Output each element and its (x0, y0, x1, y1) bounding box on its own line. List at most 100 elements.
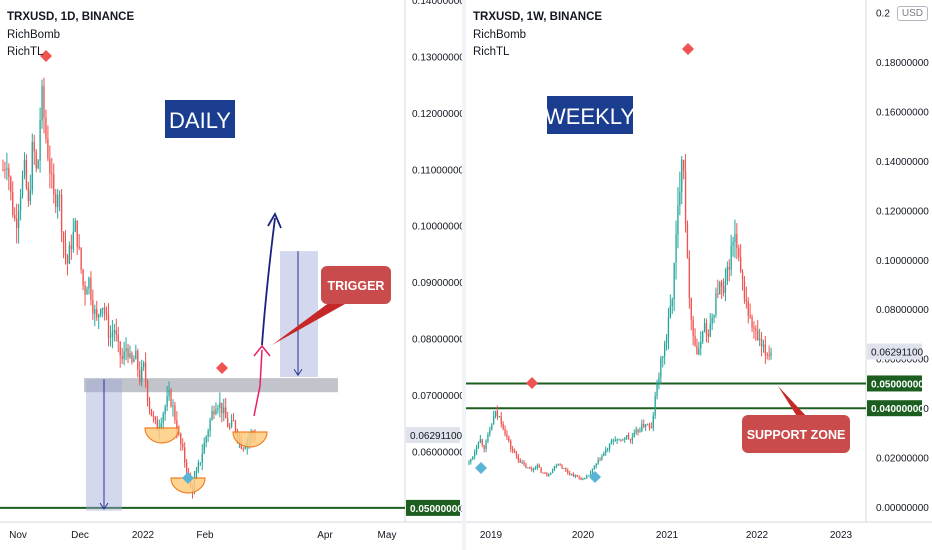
weekly-candle (603, 451, 605, 457)
weekly-candle (717, 279, 719, 299)
daily-candle (117, 326, 119, 353)
weekly-candle (757, 319, 759, 341)
daily-candle (17, 203, 20, 244)
daily-indicator-2[interactable]: RichTL (7, 46, 44, 58)
weekly-candle (646, 423, 649, 426)
daily-candle (199, 461, 201, 467)
current-price-label: 0.06291100 (410, 431, 462, 442)
daily-candle (225, 398, 227, 419)
weekly-candle (753, 321, 755, 339)
support-zone-callout-text: SUPPORT ZONE (747, 428, 846, 442)
weekly-candle (498, 416, 501, 418)
support-price-label: 0.04000000 (871, 404, 924, 415)
weekly-candle (536, 463, 539, 471)
daily-candle (37, 159, 39, 170)
daily-candle (10, 175, 12, 201)
weekly-candle (593, 465, 596, 470)
weekly-candle (614, 436, 616, 442)
daily-candle (170, 387, 172, 408)
weekly-candle (644, 423, 647, 432)
price-tick-label: 0.13000000 (412, 52, 462, 63)
daily-candle (113, 323, 116, 342)
daily-candle (6, 152, 8, 181)
weekly-candle (525, 462, 527, 469)
buy-signal-marker (182, 472, 194, 484)
daily-candle (109, 325, 112, 347)
price-tick-label: 0.16000000 (876, 107, 929, 118)
daily-candle (68, 241, 71, 265)
weekly-candle (715, 287, 717, 318)
callout-pointer (778, 386, 808, 418)
panel-divider[interactable] (462, 0, 466, 550)
daily-candle (232, 413, 235, 422)
weekly-chart-panel[interactable]: 0.2 0.18000000 0.16000000 0.14000000 0.12000… (466, 0, 932, 550)
weekly-candle (599, 457, 601, 462)
weekly-candle (675, 220, 677, 280)
price-tick-label: 0.06000000 (876, 355, 929, 366)
weekly-indicator-1[interactable]: RichBomb (473, 28, 527, 41)
daily-candle (62, 231, 65, 259)
weekly-candle (738, 244, 740, 262)
daily-candle (49, 145, 51, 189)
weekly-candle (481, 438, 483, 448)
weekly-candle (696, 338, 698, 355)
weekly-candle (671, 297, 673, 315)
daily-candle (172, 399, 174, 417)
time-tick-label: Nov (9, 530, 27, 541)
weekly-candle (745, 286, 748, 309)
weekly-candle (567, 468, 569, 475)
weekly-candle (635, 426, 637, 435)
daily-candle (142, 360, 145, 371)
daily-chart-panel[interactable]: 0.14000000 0.13000000 0.12000000 0.11000000… (0, 0, 463, 550)
weekly-candle (755, 325, 757, 341)
weekly-candle (758, 328, 761, 347)
support-price-tag (406, 499, 460, 516)
daily-indicator-1[interactable]: RichBomb (7, 28, 61, 41)
weekly-candle (557, 463, 559, 466)
weekly-candle (582, 477, 584, 481)
daily-candle (92, 289, 94, 320)
weekly-candle (669, 294, 672, 319)
daily-candle (121, 347, 123, 364)
weekly-candle (658, 372, 660, 390)
weekly-candle (517, 453, 520, 464)
daily-candle (43, 77, 45, 134)
daily-candle (41, 79, 43, 129)
pattern-bowl (144, 427, 180, 444)
daily-candle (94, 304, 96, 327)
daily-candle (154, 415, 157, 425)
weekly-candle (622, 438, 624, 441)
weekly-candle (527, 467, 529, 469)
pattern-bowl (232, 431, 268, 448)
daily-candle (88, 276, 90, 295)
time-tick-label: 2020 (572, 530, 595, 541)
weekly-candle (694, 328, 696, 347)
weekly-candle (506, 430, 508, 441)
weekly-candle (565, 467, 567, 473)
weekly-candle (589, 470, 592, 476)
time-tick-label: 2022 (132, 530, 155, 541)
price-tick-label: 0.08000000 (876, 305, 929, 316)
daily-candle (146, 379, 149, 407)
weekly-candle (641, 419, 643, 433)
daily-chart-svg[interactable]: 0.14000000 0.13000000 0.12000000 0.11000000… (0, 0, 462, 550)
weekly-candle (605, 446, 607, 456)
time-tick-label: 2019 (480, 530, 503, 541)
weekly-candle (606, 447, 609, 453)
price-tick-label: 0.07000000 (412, 391, 462, 402)
currency-badge[interactable]: USD (896, 6, 928, 21)
weekly-candle (660, 355, 662, 384)
weekly-candle (724, 268, 727, 302)
weekly-indicator-2[interactable]: RichTL (473, 46, 510, 58)
daily-candle (123, 341, 125, 366)
weekly-chart-svg[interactable]: 0.2 0.18000000 0.16000000 0.14000000 0.12000… (466, 0, 932, 550)
weekly-candle (586, 474, 588, 480)
weekly-candle (760, 332, 763, 357)
price-tick-label: 0.12000000 (412, 109, 462, 120)
daily-candle (174, 401, 176, 424)
weekly-candle (612, 438, 615, 446)
weekly-chart-header: TRXUSD, 1W, BINANCE RichBomb RichTL (473, 9, 602, 62)
daily-candle (90, 271, 92, 306)
weekly-candle (768, 345, 770, 361)
daily-candle (115, 318, 117, 342)
